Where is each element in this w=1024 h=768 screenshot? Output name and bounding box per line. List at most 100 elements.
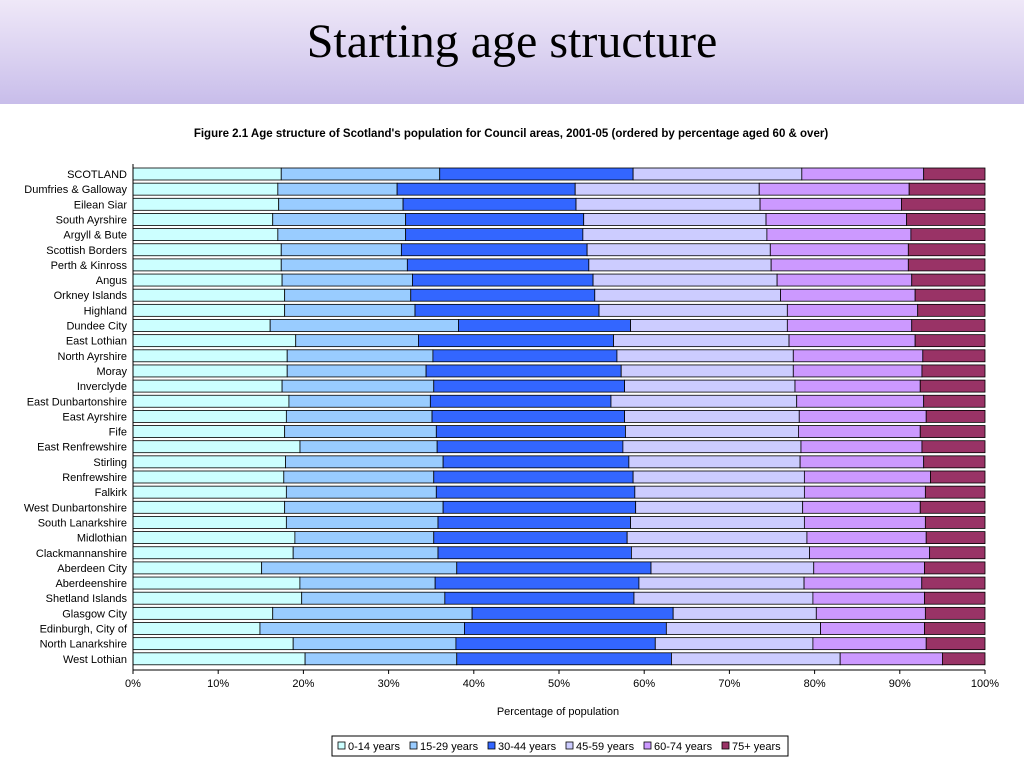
category-label: Glasgow City	[62, 608, 127, 620]
bar-segment-30-44-years	[406, 258, 590, 272]
bar-segment-45-59-years	[624, 409, 800, 423]
bar-segment-75-years	[908, 182, 986, 196]
bar-segment-75-years	[924, 622, 986, 635]
bar-segment-75-years	[910, 228, 986, 241]
bar-segment-15-29-years	[294, 531, 435, 545]
bar-segment-75-years	[901, 197, 986, 211]
bar-segment-45-59-years	[650, 561, 815, 575]
x-axis: 0% 10% 20% 30% 40% 50% 60% 70% 80% 90% 100%	[125, 164, 999, 690]
x-axis-title: Percentage of population	[497, 706, 619, 718]
x-tick-label: 100%	[971, 678, 999, 690]
bar-segment-15-29-years	[284, 500, 444, 514]
bar-segment-30-44-years	[442, 500, 637, 514]
bar-segment-0-14-years	[132, 364, 288, 378]
bar-segment-0-14-years	[132, 288, 286, 302]
bar-segment-15-29-years	[284, 303, 416, 317]
bar-segment-75-years	[925, 637, 986, 651]
bar-segment-45-59-years	[594, 288, 781, 302]
category-label: Argyll & Bute	[63, 230, 127, 242]
category-label: West Lothian	[63, 654, 127, 666]
x-tick-label: 10%	[207, 678, 229, 690]
bar-segment-60-74-years	[803, 516, 926, 529]
bar-segment-30-44-years	[410, 288, 596, 302]
bar-segment-60-74-years	[794, 379, 921, 393]
bar-segment-15-29-years	[278, 197, 404, 211]
bar-segment-30-44-years	[432, 349, 618, 363]
bar-segment-75-years	[906, 213, 986, 226]
bar-segment-75-years	[923, 394, 986, 408]
category-label: West Dunbartonshire	[24, 502, 127, 514]
bar-segment-75-years	[923, 455, 986, 469]
x-tick-label: 90%	[889, 678, 911, 690]
bar-segment-0-14-years	[132, 516, 287, 529]
legend-swatch	[565, 741, 574, 750]
x-tick-label: 0%	[125, 678, 141, 690]
bar-segment-15-29-years	[299, 576, 436, 590]
bar-segment-75-years	[914, 334, 986, 348]
bar-segment-60-74-years	[759, 197, 902, 211]
bar-segment-60-74-years	[820, 622, 925, 635]
bar-segment-45-59-years	[616, 349, 794, 363]
bar-segment-60-74-years	[813, 561, 925, 575]
legend-swatch	[487, 741, 496, 750]
bar-segment-60-74-years	[769, 243, 909, 257]
chart-panel: Figure 2.1 Age structure of Scotland's p…	[4, 104, 1020, 768]
bar-segment-45-59-years	[574, 182, 760, 196]
bar-segment-60-74-years	[776, 273, 913, 287]
bar-segment-15-29-years	[283, 470, 435, 484]
category-label: East Renfrewshire	[37, 442, 127, 454]
chart-title: Figure 2.1 Age structure of Scotland's p…	[194, 128, 829, 140]
legend-label: 0-14 years	[348, 741, 400, 753]
x-tick-label: 70%	[718, 678, 740, 690]
category-label: Edinburgh, City of	[40, 624, 128, 636]
bar-segment-15-29-years	[292, 637, 457, 651]
bar-segment-30-44-years	[434, 576, 640, 590]
bar-segment-15-29-years	[285, 485, 437, 499]
bar-segment-60-74-years	[786, 319, 913, 332]
bar-segment-30-44-years	[471, 606, 674, 620]
bar-segment-15-29-years	[295, 334, 419, 348]
category-label: Moray	[96, 366, 127, 378]
bar-segment-0-14-years	[132, 576, 301, 590]
bar-segment-30-44-years	[433, 379, 626, 393]
x-tick-label: 30%	[378, 678, 400, 690]
bar-segment-15-29-years	[304, 652, 458, 666]
bar-segment-75-years	[921, 364, 986, 378]
bar-segment-45-59-years	[575, 197, 761, 211]
bar-segment-60-74-years	[765, 213, 908, 226]
legend-box	[331, 735, 789, 757]
bar-segment-30-44-years	[444, 591, 635, 605]
bar-segment-30-44-years	[439, 167, 634, 181]
category-label: Clackmannanshire	[36, 548, 127, 560]
bar-segment-60-74-years	[796, 394, 925, 408]
legend-label: 75+ years	[732, 741, 781, 753]
bar-segment-60-74-years	[812, 637, 927, 651]
bar-segment-45-59-years	[672, 606, 817, 620]
bar-segment-60-74-years	[803, 576, 923, 590]
bar-segment-30-44-years	[433, 531, 628, 545]
bar-segment-60-74-years	[801, 167, 925, 181]
bar-segment-75-years	[924, 561, 986, 575]
bar-segment-45-59-years	[665, 622, 821, 635]
bar-segment-45-59-years	[592, 273, 778, 287]
bar-segment-0-14-years	[132, 334, 297, 348]
bar-segment-30-44-years	[405, 213, 585, 226]
bar-segment-45-59-years	[671, 652, 841, 666]
bar-segment-0-14-years	[132, 440, 301, 454]
category-label: Orkney Islands	[54, 290, 128, 302]
bars-group	[132, 167, 986, 666]
bar-segment-30-44-years	[429, 394, 612, 408]
category-label: SCOTLAND	[67, 169, 127, 181]
bar-segment-0-14-years	[132, 546, 294, 560]
bar-segment-15-29-years	[285, 516, 439, 529]
bar-segment-45-59-years	[624, 379, 796, 393]
bar-segment-75-years	[924, 485, 986, 499]
bar-segment-45-59-years	[654, 637, 814, 651]
bar-segment-15-29-years	[269, 319, 459, 332]
bar-segment-15-29-years	[301, 591, 446, 605]
category-label: East Lothian	[66, 336, 127, 348]
bar-segment-15-29-years	[280, 258, 408, 272]
bar-segment-15-29-years	[277, 182, 398, 196]
bar-segment-75-years	[929, 546, 986, 560]
bar-segment-30-44-years	[455, 637, 656, 651]
